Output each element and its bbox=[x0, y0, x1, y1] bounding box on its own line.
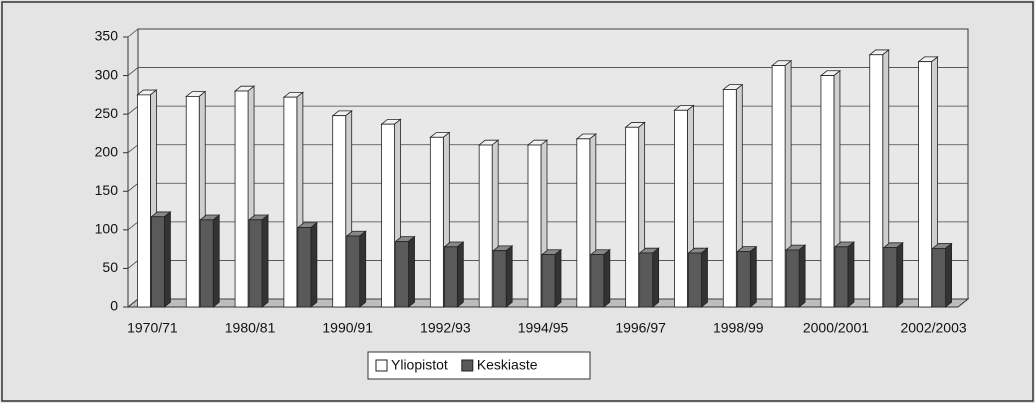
bar-side bbox=[554, 248, 562, 308]
legend-swatch bbox=[375, 359, 388, 372]
bar-side bbox=[945, 242, 952, 308]
x-tick-label: 1970/71 bbox=[127, 320, 178, 336]
x-tick-label: 1994/95 bbox=[518, 320, 569, 336]
bar-side bbox=[652, 247, 660, 308]
bar bbox=[834, 246, 849, 308]
y-tick-label: 100 bbox=[95, 221, 119, 237]
y-tick-label: 200 bbox=[95, 143, 119, 159]
legend-label: Yliopistot bbox=[391, 357, 448, 373]
bar bbox=[297, 227, 312, 308]
bar bbox=[492, 250, 507, 308]
bar bbox=[688, 252, 702, 308]
bar bbox=[918, 61, 932, 308]
bar bbox=[590, 254, 605, 308]
bar-side bbox=[749, 245, 757, 308]
y-tick-label: 300 bbox=[95, 66, 119, 82]
bar bbox=[395, 241, 409, 308]
legend-box bbox=[367, 351, 591, 380]
bar-side bbox=[310, 221, 318, 308]
bar-side bbox=[603, 248, 611, 308]
bar bbox=[443, 246, 458, 308]
bar bbox=[283, 96, 298, 308]
bar-side bbox=[701, 247, 708, 308]
bar bbox=[576, 138, 591, 308]
bar bbox=[674, 109, 688, 308]
bar bbox=[346, 235, 361, 308]
x-tick-label: 2002/2003 bbox=[900, 320, 966, 336]
bar bbox=[381, 123, 395, 308]
bar bbox=[820, 75, 835, 308]
legend-label: Keskiaste bbox=[477, 357, 538, 373]
bar bbox=[429, 136, 444, 308]
bar bbox=[478, 144, 493, 308]
bar bbox=[639, 252, 654, 308]
bar bbox=[527, 144, 542, 308]
y-tick-label: 150 bbox=[95, 182, 119, 198]
bar bbox=[869, 54, 884, 308]
bar-side bbox=[359, 230, 367, 308]
bar bbox=[332, 115, 347, 308]
bar bbox=[736, 251, 751, 308]
grid-line bbox=[127, 28, 968, 38]
bar-side bbox=[164, 211, 171, 308]
bar bbox=[137, 94, 151, 308]
bar bbox=[541, 254, 556, 308]
bar bbox=[151, 216, 165, 308]
bar bbox=[625, 126, 640, 308]
bar-side bbox=[505, 245, 513, 308]
legend: Yliopistot Keskiaste bbox=[367, 351, 591, 380]
x-tick-label: 1996/97 bbox=[615, 320, 666, 336]
y-tick-label: 50 bbox=[102, 259, 118, 275]
bar bbox=[199, 219, 214, 308]
x-tick-label: 1998/99 bbox=[713, 320, 764, 336]
bar bbox=[771, 65, 786, 308]
y-tick-label: 250 bbox=[95, 105, 119, 121]
x-tick-label: 1990/91 bbox=[322, 320, 373, 336]
y-tick-label: 0 bbox=[110, 298, 118, 314]
bar-side bbox=[261, 214, 269, 308]
bar-side bbox=[847, 241, 855, 308]
x-tick-label: 1992/93 bbox=[420, 320, 471, 336]
bar-side bbox=[896, 241, 904, 308]
x-tick-label: 2000/2001 bbox=[803, 320, 869, 336]
bar bbox=[722, 89, 737, 308]
bar bbox=[883, 247, 898, 308]
bar-side bbox=[456, 241, 464, 308]
y-tick-label: 350 bbox=[95, 28, 119, 44]
bar bbox=[248, 219, 263, 308]
x-tick-label: 1980/81 bbox=[225, 320, 276, 336]
bar bbox=[932, 247, 946, 308]
bar bbox=[785, 249, 800, 308]
grid-line bbox=[127, 67, 968, 76]
bar bbox=[185, 96, 200, 308]
legend-swatch bbox=[461, 359, 474, 372]
bar bbox=[234, 90, 249, 308]
bar-side bbox=[798, 244, 806, 308]
bar-side bbox=[408, 235, 415, 308]
bar-side bbox=[212, 214, 220, 308]
